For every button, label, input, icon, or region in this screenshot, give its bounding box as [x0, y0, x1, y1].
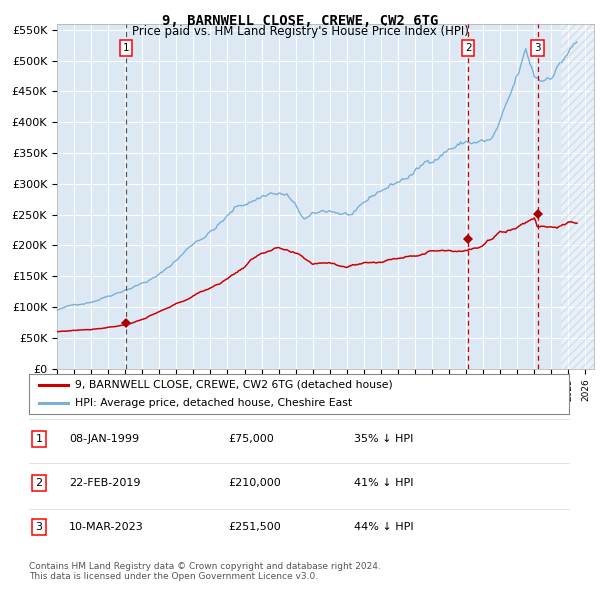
Bar [561, 24, 594, 369]
Text: £251,500: £251,500 [228, 522, 281, 532]
Text: £210,000: £210,000 [228, 478, 281, 487]
Text: 22-FEB-2019: 22-FEB-2019 [69, 478, 140, 487]
Text: 41% ↓ HPI: 41% ↓ HPI [354, 478, 413, 487]
Text: 10-MAR-2023: 10-MAR-2023 [69, 522, 144, 532]
Text: 9, BARNWELL CLOSE, CREWE, CW2 6TG: 9, BARNWELL CLOSE, CREWE, CW2 6TG [162, 14, 438, 28]
Text: 1: 1 [35, 434, 43, 444]
Text: Contains HM Land Registry data © Crown copyright and database right 2024.
This d: Contains HM Land Registry data © Crown c… [29, 562, 380, 581]
Text: 3: 3 [534, 42, 541, 53]
Text: 3: 3 [35, 522, 43, 532]
Text: 35% ↓ HPI: 35% ↓ HPI [354, 434, 413, 444]
Text: HPI: Average price, detached house, Cheshire East: HPI: Average price, detached house, Ches… [75, 398, 352, 408]
Text: 1: 1 [123, 42, 130, 53]
Text: 44% ↓ HPI: 44% ↓ HPI [354, 522, 413, 532]
Text: 2: 2 [35, 478, 43, 487]
Text: 2: 2 [465, 42, 472, 53]
Text: Price paid vs. HM Land Registry's House Price Index (HPI): Price paid vs. HM Land Registry's House … [131, 25, 469, 38]
Text: 9, BARNWELL CLOSE, CREWE, CW2 6TG (detached house): 9, BARNWELL CLOSE, CREWE, CW2 6TG (detac… [75, 380, 392, 390]
Text: 08-JAN-1999: 08-JAN-1999 [69, 434, 139, 444]
Text: £75,000: £75,000 [228, 434, 274, 444]
